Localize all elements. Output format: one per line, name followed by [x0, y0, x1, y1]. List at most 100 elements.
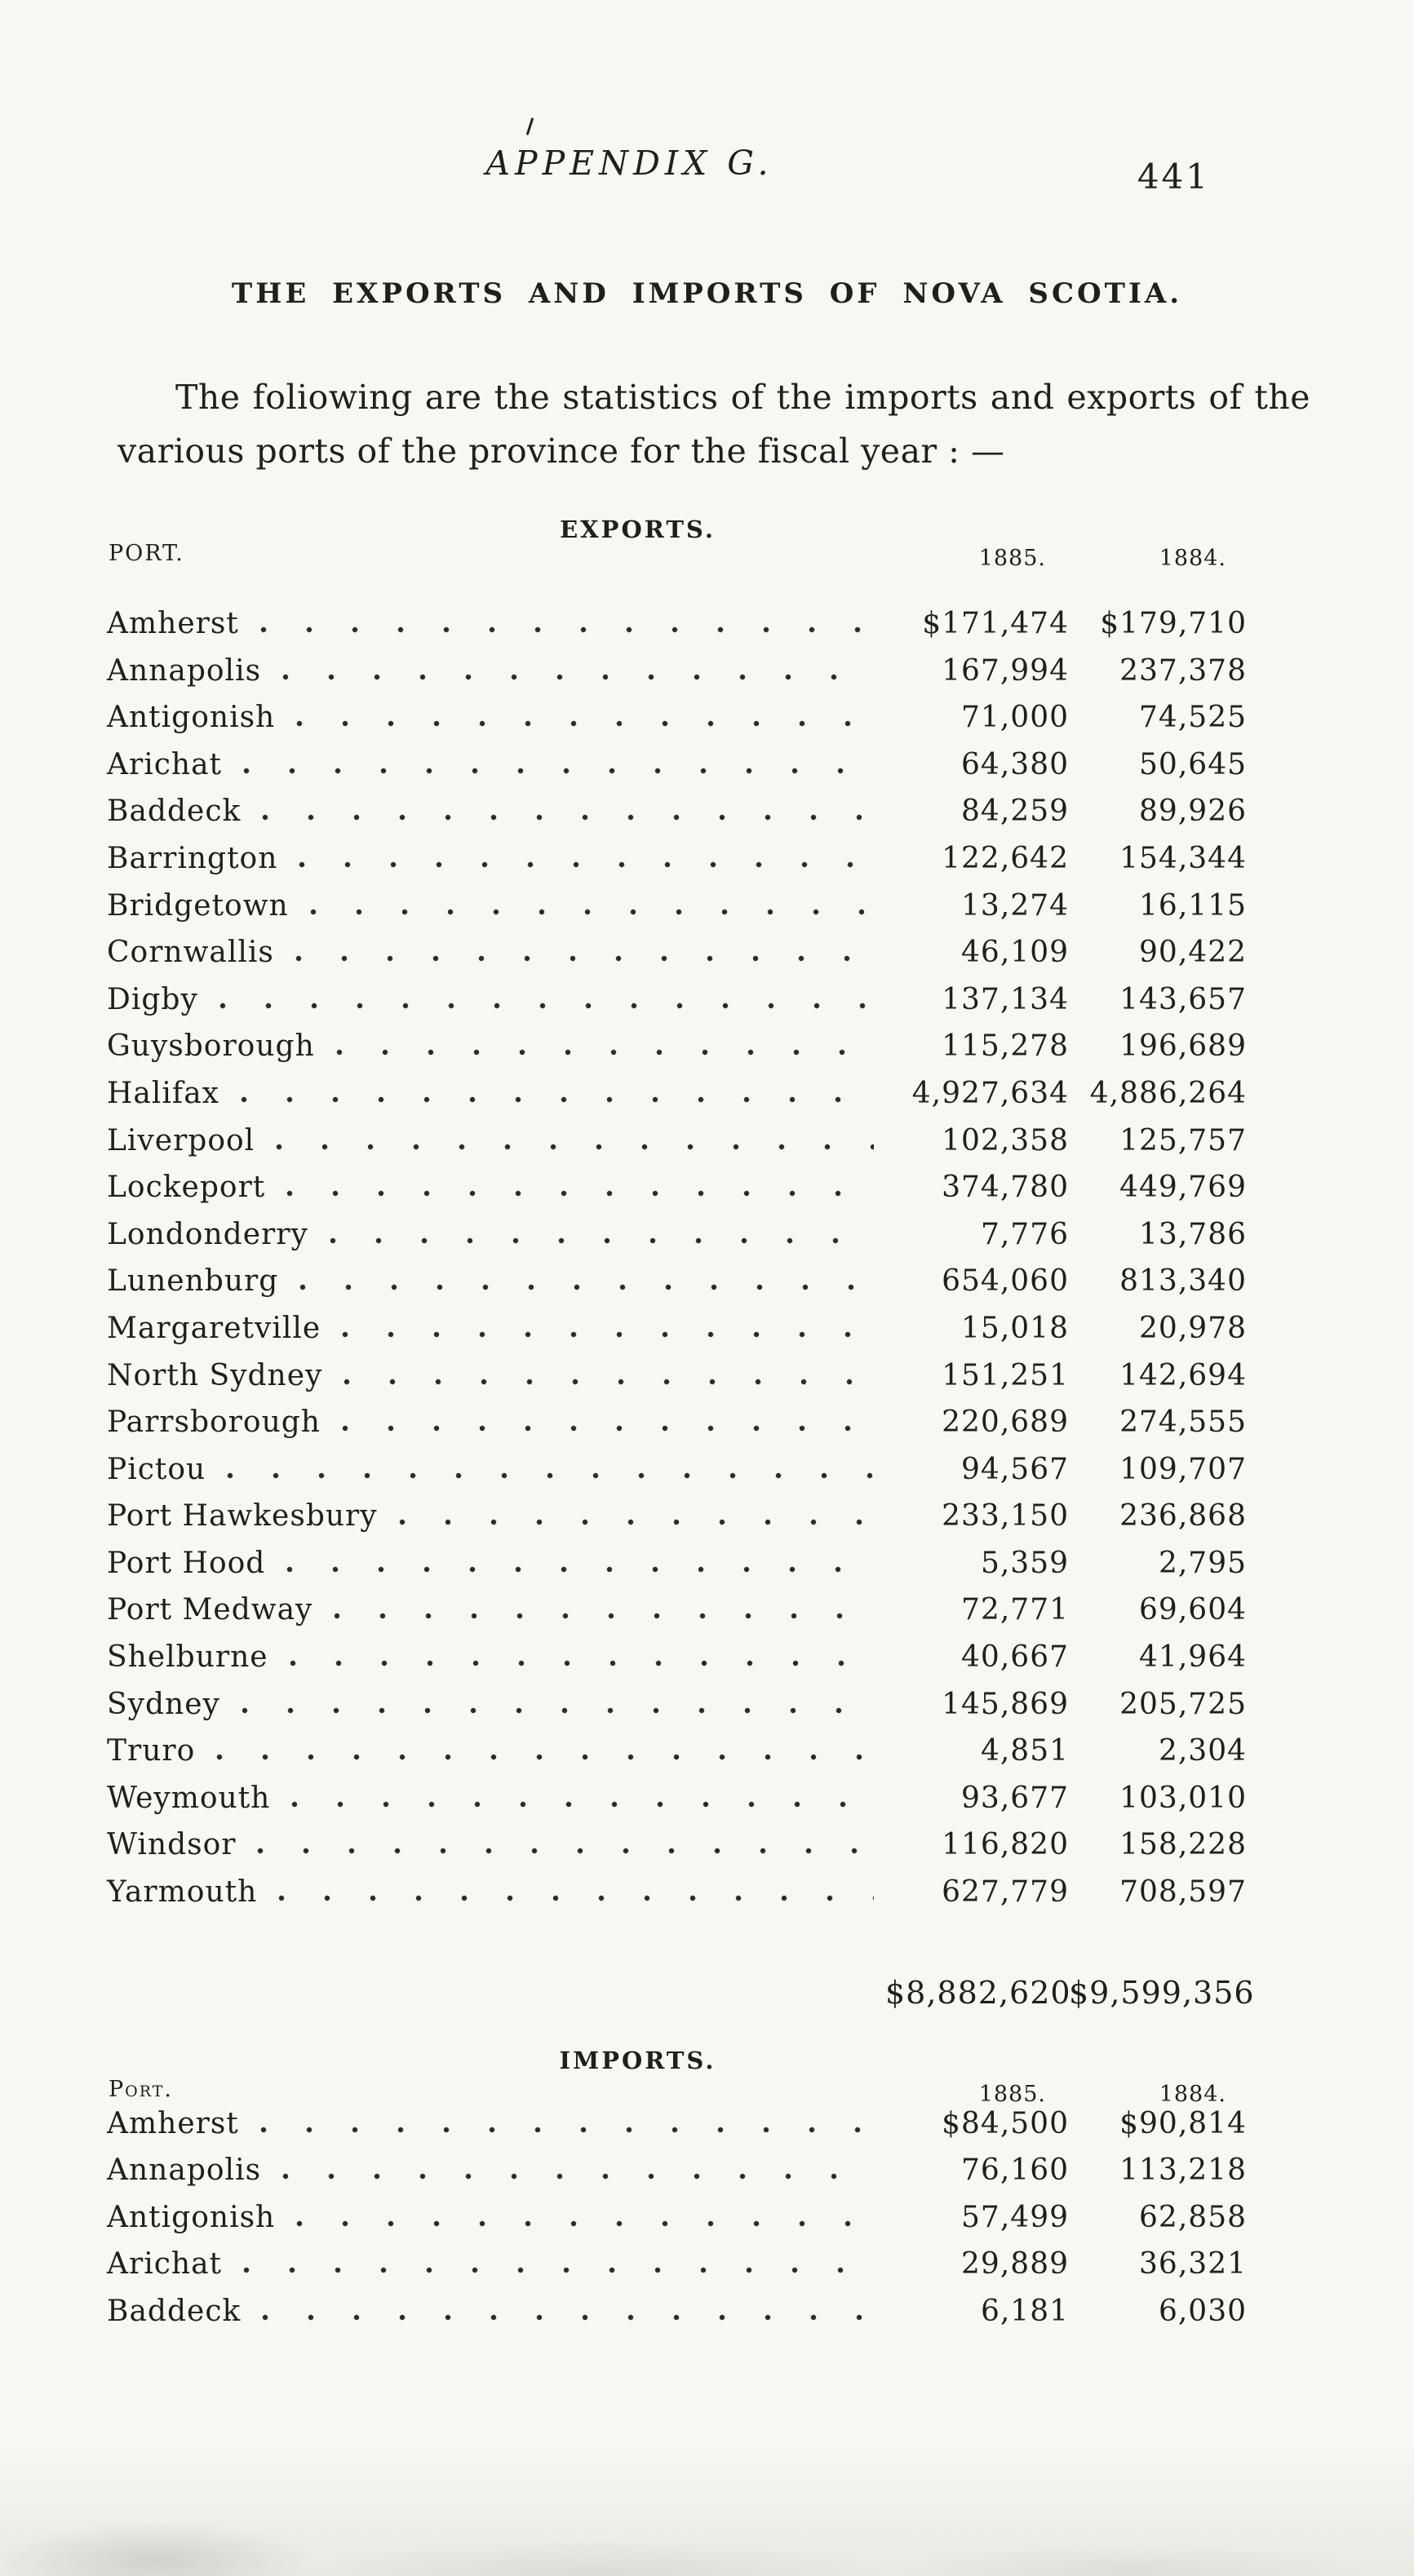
table-row: Londonderry 7,776 13,786: [0, 1218, 1414, 1265]
table-row: Cornwallis 46,109 90,422: [0, 936, 1414, 983]
value-1885: 102,358: [942, 1123, 1069, 1157]
dot-leader: [259, 2126, 874, 2133]
port-name: Halifax: [107, 1076, 219, 1110]
exports-port-header: PORT.: [109, 541, 184, 566]
dot-leader: [329, 1237, 874, 1244]
table-row: Port Hawkesbury 233,150 236,868: [0, 1499, 1414, 1547]
dot-leader: [243, 767, 874, 774]
value-1884: 6,030: [1158, 2295, 1247, 2328]
dot-leader: [299, 1284, 874, 1291]
scan-artifact-mark: [525, 117, 534, 135]
port-name: Sydney: [107, 1687, 220, 1721]
value-1884: $179,710: [1100, 607, 1247, 640]
port-name: Antigonish: [107, 2200, 276, 2234]
exports-col-1885: 1885.: [978, 546, 1046, 571]
value-1884: 2,795: [1158, 1546, 1247, 1580]
port-name: Truro: [107, 1734, 196, 1768]
value-1885: 115,278: [942, 1029, 1069, 1064]
port-name: Shelburne: [107, 1640, 268, 1675]
value-1885: 374,780: [942, 1171, 1069, 1205]
port-name: Port Medway: [107, 1593, 313, 1627]
value-1885: 233,150: [942, 1499, 1069, 1534]
intro-line-1: The foliowing are the statistics of the …: [175, 378, 1310, 417]
value-1884: 36,321: [1139, 2247, 1247, 2282]
dot-leader: [286, 1190, 874, 1197]
value-1885: 5,359: [980, 1546, 1069, 1580]
table-row: Barrington 122,642 154,344: [0, 842, 1414, 889]
value-1884: 708,597: [1119, 1875, 1247, 1910]
value-1885: 627,779: [942, 1875, 1069, 1910]
table-row: Baddeck 6,181 6,030: [0, 2295, 1414, 2342]
value-1885: 220,689: [942, 1405, 1069, 1440]
value-1884: 20,978: [1139, 1311, 1247, 1345]
dot-leader: [334, 1613, 874, 1620]
port-name: Annapolis: [107, 653, 262, 688]
page-number: 441: [1137, 157, 1210, 197]
value-1885: 29,889: [961, 2247, 1069, 2282]
port-name: Annapolis: [107, 2153, 262, 2188]
value-1885: 93,677: [961, 1781, 1069, 1815]
dot-leader: [295, 955, 874, 963]
value-1884: 16,115: [1139, 888, 1247, 923]
value-1884: 113,218: [1119, 2153, 1247, 2188]
table-row: Guysborough 115,278 196,689: [0, 1029, 1414, 1077]
value-1885: 4,927,634: [911, 1076, 1069, 1110]
imports-section: IMPORTS. Port. 1885. 1884. Amherst $84,5…: [0, 2047, 1414, 2342]
table-row: Pictou 94,567 109,707: [0, 1453, 1414, 1500]
value-1884: 103,010: [1119, 1781, 1247, 1815]
value-1885: 145,869: [942, 1687, 1069, 1721]
value-1885: 94,567: [961, 1452, 1069, 1486]
dot-leader: [398, 1519, 874, 1526]
port-name: Barrington: [107, 841, 278, 875]
value-1884: 813,340: [1119, 1264, 1247, 1299]
table-row: Parrsborough 220,689 274,555: [0, 1405, 1414, 1453]
value-1884: 205,725: [1119, 1687, 1247, 1721]
dot-leader: [262, 814, 874, 821]
scanned-page: APPENDIX G. 441 THE EXPORTS AND IMPORTS …: [0, 117, 1414, 2342]
value-1884: 274,555: [1119, 1405, 1247, 1440]
table-row: Arichat 64,380 50,645: [0, 748, 1414, 795]
exports-section-label: EXPORTS.: [560, 516, 716, 543]
table-row: Digby 137,134 143,657: [0, 983, 1414, 1030]
port-name: Pictou: [107, 1452, 206, 1486]
table-row: Halifax 4,927,634 4,886,264: [0, 1077, 1414, 1124]
value-1884: 236,868: [1119, 1499, 1247, 1534]
port-name: Amherst: [107, 607, 239, 640]
dot-leader: [344, 1378, 874, 1385]
imports-col-1885: 1885.: [978, 2081, 1046, 2107]
value-1884: 89,926: [1139, 794, 1247, 829]
value-1884: 143,657: [1119, 982, 1247, 1016]
value-1885: 64,380: [961, 747, 1069, 781]
value-1885: 15,018: [961, 1311, 1069, 1345]
value-1884: 50,645: [1139, 747, 1247, 781]
value-1885: 654,060: [942, 1264, 1069, 1299]
table-row: Bridgetown 13,274 16,115: [0, 889, 1414, 936]
table-row: Annapolis 167,994 237,378: [0, 654, 1414, 702]
dot-leader: [286, 1565, 874, 1573]
dot-leader: [216, 1754, 874, 1761]
dot-leader: [219, 1002, 874, 1009]
table-row: Margaretville 15,018 20,978: [0, 1312, 1414, 1359]
value-1885: 84,259: [961, 794, 1069, 829]
exports-total-1884: $9,599,356: [1069, 1974, 1255, 2011]
dot-leader: [335, 1049, 874, 1056]
intro-paragraph: The foliowing are the statistics of the …: [117, 370, 1310, 478]
value-1885: 13,274: [961, 888, 1069, 923]
port-name: Cornwallis: [107, 936, 274, 970]
value-1885: 40,667: [961, 1640, 1069, 1675]
value-1885: $171,474: [922, 607, 1069, 640]
table-row: Liverpool 102,358 125,757: [0, 1124, 1414, 1171]
dot-leader: [259, 626, 874, 633]
dot-leader: [296, 2220, 874, 2227]
imports-port-header: Port.: [109, 2076, 173, 2102]
exports-table-head: EXPORTS. PORT. 1885. 1884.: [0, 516, 1414, 571]
value-1884: 74,525: [1139, 701, 1247, 735]
port-name: Londonderry: [107, 1217, 308, 1251]
table-row: Baddeck 84,259 89,926: [0, 794, 1414, 842]
imports-year-headers: 1885. 1884.: [885, 2082, 1247, 2107]
value-1885: 57,499: [961, 2200, 1069, 2234]
imports-rows: Amherst $84,500 $90,814 Annapolis 76,160…: [0, 2107, 1414, 2342]
imports-col-1884: 1884.: [1159, 2081, 1226, 2107]
table-row: Lockeport 374,780 449,769: [0, 1171, 1414, 1218]
exports-section: EXPORTS. PORT. 1885. 1884. Amherst $171,…: [0, 516, 1414, 2011]
